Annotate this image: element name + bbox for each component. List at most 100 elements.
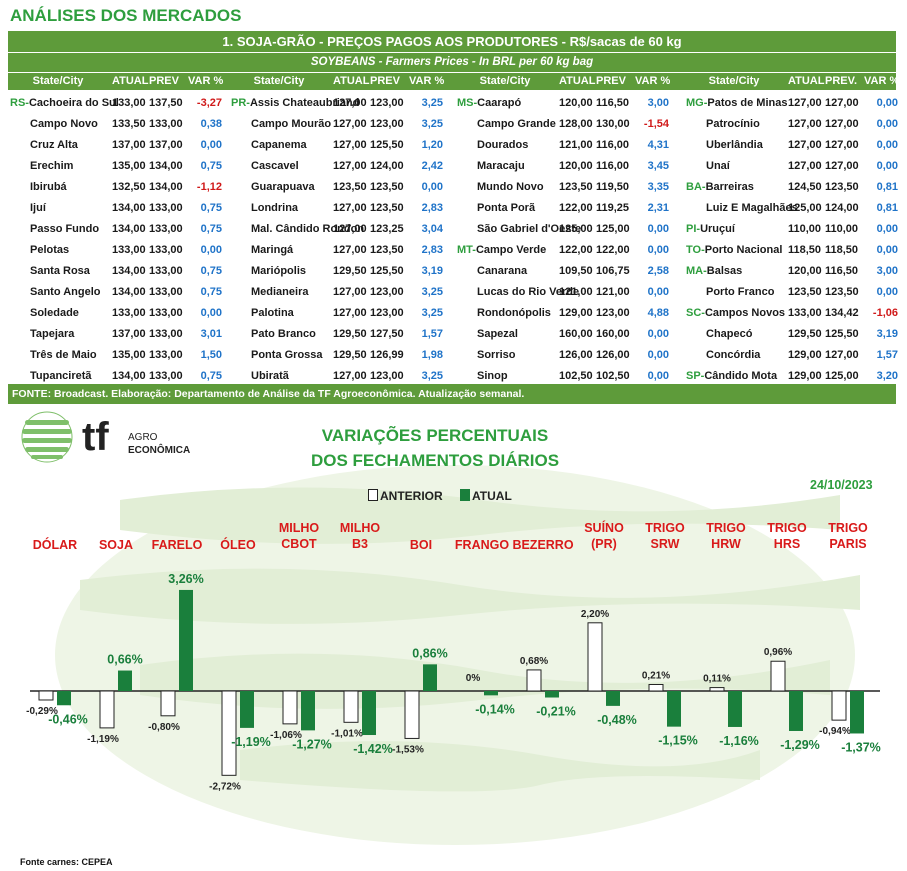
prev-cell: 127,50 bbox=[370, 328, 404, 340]
label-anterior: -0,80% bbox=[148, 722, 180, 733]
city-cell: Santa Rosa bbox=[30, 260, 90, 283]
atual-cell: 102,50 bbox=[559, 370, 593, 382]
label-anterior: 2,20% bbox=[581, 609, 609, 620]
category-label: MILHO B3 bbox=[315, 520, 405, 552]
label-atual: 3,26% bbox=[168, 572, 203, 586]
city-cell: Tapejara bbox=[30, 323, 74, 346]
prev-cell: 123,50 bbox=[370, 181, 404, 193]
var-cell: 3,00 bbox=[876, 265, 898, 277]
bar-anterior bbox=[343, 690, 359, 723]
city-name: Capanema bbox=[251, 139, 307, 151]
city-name: Mal. Cândido Rondon bbox=[251, 223, 365, 235]
city-name: Patos de Minas bbox=[707, 97, 788, 109]
prev-cell: 133,00 bbox=[149, 349, 183, 361]
city-name: Assis Chateaubriand bbox=[249, 97, 360, 109]
bar-anterior bbox=[648, 683, 664, 692]
atual-cell: 127,00 bbox=[333, 118, 367, 130]
category-label: BOI bbox=[376, 537, 466, 553]
atual-cell: 123,50 bbox=[788, 286, 822, 298]
var-cell: 1,50 bbox=[200, 349, 222, 361]
city-name: Guarapuava bbox=[251, 181, 315, 193]
bar-atual bbox=[423, 664, 437, 691]
var-cell: 3,25 bbox=[421, 118, 443, 130]
atual-cell: 127,00 bbox=[788, 139, 822, 151]
prev-cell: 110,00 bbox=[825, 223, 859, 235]
city-cell: Ubiratã bbox=[251, 365, 289, 388]
table-row: Ponta Grossa 129,50 126,99 1,98 bbox=[229, 344, 455, 367]
header-atual: ATUAL bbox=[112, 75, 149, 87]
var-cell: 2,42 bbox=[421, 160, 443, 172]
source-note: Fonte carnes: CEPEA bbox=[20, 857, 113, 867]
category-label-line: FRANGO bbox=[454, 538, 510, 552]
table-row: Campo Mourão 127,00 123,00 3,25 bbox=[229, 113, 455, 136]
city-cell: Mariópolis bbox=[251, 260, 306, 283]
city-name: Chapecó bbox=[706, 328, 753, 340]
city-name: Campo Novo bbox=[30, 118, 98, 130]
city-name: Patrocínio bbox=[706, 118, 760, 130]
category-label: SUÍNO (PR) bbox=[559, 520, 649, 552]
var-cell: 3,19 bbox=[421, 265, 443, 277]
table-row: Dourados 121,00 116,00 4,31 bbox=[455, 134, 684, 157]
city-name: Santa Rosa bbox=[30, 265, 90, 277]
atual-cell: 135,00 bbox=[112, 349, 146, 361]
atual-cell: 127,00 bbox=[333, 139, 367, 151]
table-row: BA-Barreiras 124,50 123,50 0,81 bbox=[684, 176, 898, 199]
table-row: Unaí 127,00 127,00 0,00 bbox=[684, 155, 898, 178]
var-cell: 3,45 bbox=[647, 160, 669, 172]
city-name: Caarapó bbox=[477, 97, 522, 109]
bar-atual bbox=[301, 691, 315, 731]
prev-cell: 116,50 bbox=[825, 265, 859, 277]
table-row: Canarana 109,50 106,75 2,58 bbox=[455, 260, 684, 283]
label-anterior: 0,11% bbox=[703, 674, 731, 685]
city-cell: RS-Cachoeira do Sul bbox=[10, 92, 119, 115]
var-cell: 3,35 bbox=[647, 181, 669, 193]
atual-cell: 134,00 bbox=[112, 370, 146, 382]
city-name: Cândido Mota bbox=[704, 370, 778, 382]
atual-cell: 120,00 bbox=[559, 97, 593, 109]
atual-cell: 129,50 bbox=[788, 328, 822, 340]
var-cell: 0,00 bbox=[876, 223, 898, 235]
city-cell: Pato Branco bbox=[251, 323, 316, 346]
table-row: Ibirubá 132,50 134,00 -1,12 bbox=[8, 176, 229, 199]
label-atual: -1,37% bbox=[841, 740, 881, 754]
prev-cell: 124,00 bbox=[370, 160, 404, 172]
prev-cell: 124,00 bbox=[825, 202, 859, 214]
city-cell: PR-Assis Chateaubriand bbox=[231, 92, 359, 115]
table-row: Santo Angelo 134,00 133,00 0,75 bbox=[8, 281, 229, 304]
city-cell: Cascavel bbox=[251, 155, 299, 178]
bar-atual bbox=[789, 691, 803, 731]
city-cell: Três de Maio bbox=[30, 344, 97, 367]
var-cell: 3,25 bbox=[421, 370, 443, 382]
var-cell: 3,25 bbox=[421, 97, 443, 109]
prev-cell: 133,00 bbox=[149, 118, 183, 130]
label-anterior: -1,53% bbox=[392, 744, 424, 755]
city-cell: Erechim bbox=[30, 155, 73, 178]
atual-cell: 128,00 bbox=[559, 118, 593, 130]
label-atual: 0,86% bbox=[412, 646, 447, 660]
var-cell: 0,75 bbox=[200, 265, 222, 277]
var-cell: 0,00 bbox=[647, 328, 669, 340]
prev-cell: 133,00 bbox=[149, 223, 183, 235]
prev-cell: 123,00 bbox=[596, 307, 630, 319]
prev-cell: 123,00 bbox=[370, 118, 404, 130]
header-state-city: State/City bbox=[708, 75, 760, 87]
table-row: Lucas do Rio Verde 121,00 121,00 0,00 bbox=[455, 281, 684, 304]
category-label-line: HRW bbox=[711, 537, 741, 551]
logo-mark: tf bbox=[82, 415, 109, 459]
chart-area: -0,29% -0,46% -1,19% 0,66% -0,80% 3,26% -2,72%… bbox=[0, 405, 907, 871]
prev-cell: 126,00 bbox=[596, 349, 630, 361]
prev-cell: 127,00 bbox=[825, 118, 859, 130]
atual-cell: 129,00 bbox=[788, 370, 822, 382]
city-name: Ponta Grossa bbox=[251, 349, 323, 361]
state-code: BA- bbox=[686, 181, 706, 193]
state-code: SC- bbox=[686, 307, 705, 319]
city-name: Ubiratã bbox=[251, 370, 289, 382]
atual-cell: 137,00 bbox=[112, 328, 146, 340]
prev-cell: 123,00 bbox=[370, 370, 404, 382]
var-cell: 0,75 bbox=[200, 223, 222, 235]
table-row: MA-Balsas 120,00 116,50 3,00 bbox=[684, 260, 898, 283]
prev-cell: 137,50 bbox=[149, 97, 183, 109]
table-row: MT-Campo Verde 122,00 122,00 0,00 bbox=[455, 239, 684, 262]
category-label-line: ÓLEO bbox=[220, 538, 256, 552]
atual-cell: 160,00 bbox=[559, 328, 593, 340]
